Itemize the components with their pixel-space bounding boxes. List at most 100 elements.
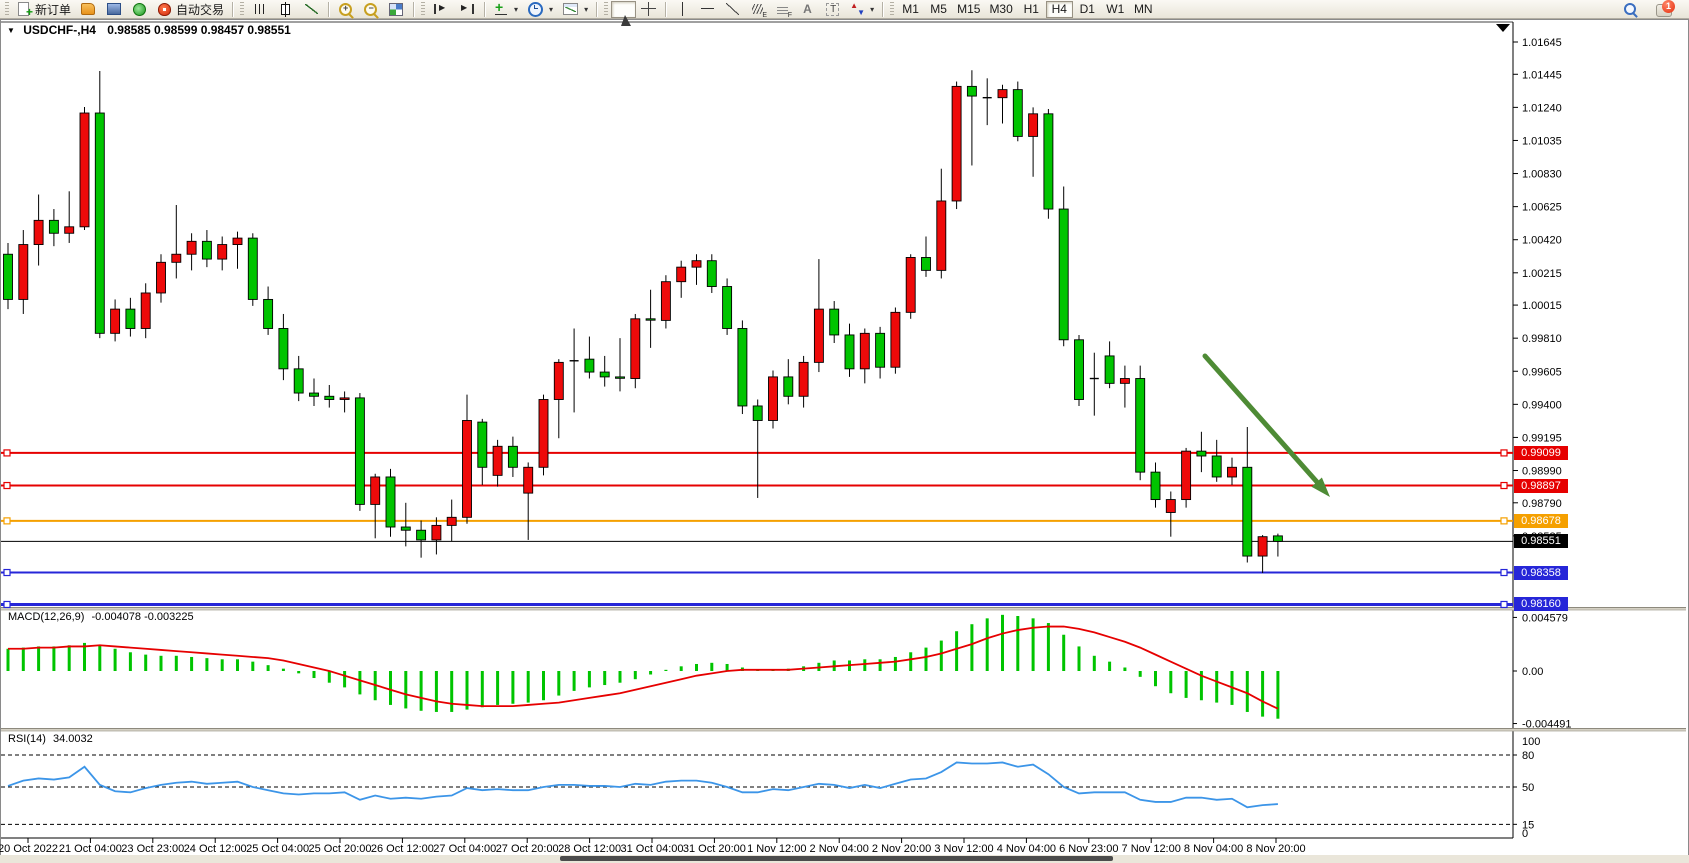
rsi-label: RSI(14) 34.0032 (8, 733, 93, 745)
terminal-button[interactable] (101, 1, 127, 18)
rsi-name: RSI(14) (8, 733, 46, 745)
trendline-icon (724, 1, 741, 17)
toolbar-grip[interactable] (890, 2, 895, 16)
toolbar-grip[interactable] (604, 2, 609, 16)
svg-text:50: 50 (1522, 782, 1534, 794)
timeframe-m30-button[interactable]: M30 (985, 1, 1016, 18)
toolbar-right: 1 (1617, 0, 1687, 18)
horizontal-line-icon (699, 1, 716, 17)
svg-text:100: 100 (1522, 736, 1540, 748)
fibonacci-button[interactable] (770, 1, 795, 19)
svg-text:0.00: 0.00 (1522, 666, 1543, 678)
text-label-button[interactable] (820, 1, 845, 18)
indicators-button[interactable]: ▾ (489, 0, 522, 18)
toolbar-grip[interactable] (421, 2, 426, 16)
crosshair-button[interactable] (636, 1, 661, 18)
chart-ohlc-values: 0.98585 0.98599 0.98457 0.98551 (107, 23, 291, 37)
triangle-down-icon: ▼ (7, 26, 15, 35)
toolbar-separator (882, 1, 884, 17)
svg-text:24 Oct 12:00: 24 Oct 12:00 (184, 843, 247, 855)
price-line-label: 0.98160 (1514, 597, 1568, 612)
toolbar-grip[interactable] (240, 2, 245, 16)
svg-text:0.98790: 0.98790 (1522, 498, 1562, 510)
text-button[interactable] (795, 1, 820, 18)
autotrade-label: 自动交易 (176, 2, 225, 17)
toolbar-grip[interactable] (5, 2, 9, 16)
toolbar-separator (665, 1, 667, 17)
equidistant-channel-button[interactable] (745, 1, 770, 19)
chart-shift-button[interactable] (454, 1, 480, 18)
timeframe-mn-button[interactable]: MN (1130, 1, 1157, 18)
chevron-down-icon: ▾ (549, 4, 554, 14)
svg-text:1.00420: 1.00420 (1522, 235, 1562, 247)
timeframe-m5-button[interactable]: M5 (925, 1, 952, 18)
zoom-in-icon (339, 2, 353, 16)
horizontal-scrollbar[interactable] (0, 855, 1689, 863)
svg-text:1.00215: 1.00215 (1522, 268, 1562, 280)
svg-text:27 Oct 04:00: 27 Oct 04:00 (433, 843, 496, 855)
terminal-icon (107, 3, 122, 15)
auto-scroll-button[interactable] (428, 1, 454, 18)
zoom-in-button[interactable] (333, 1, 358, 18)
vertical-line-button[interactable] (670, 1, 695, 18)
new-order-icon (18, 2, 33, 19)
svg-text:27 Oct 20:00: 27 Oct 20:00 (496, 843, 559, 855)
zoom-out-button[interactable] (358, 1, 383, 18)
macd-name: MACD(12,26,9) (8, 611, 85, 623)
notifications-button[interactable]: 1 (1655, 0, 1677, 18)
svg-text:1.01240: 1.01240 (1522, 102, 1562, 114)
svg-text:8 Nov 04:00: 8 Nov 04:00 (1184, 843, 1243, 855)
cursor-button[interactable] (611, 0, 637, 26)
rsi-value: 34.0032 (52, 733, 93, 745)
line-chart-button[interactable] (299, 1, 324, 18)
notification-badge: 1 (1662, 0, 1675, 13)
auto-scroll-icon (434, 3, 448, 14)
timeframe-d1-button[interactable]: D1 (1074, 1, 1101, 18)
macd-values: -0.004078 -0.003225 (91, 611, 194, 623)
timeframe-w1-button[interactable]: W1 (1102, 1, 1129, 18)
arrows-icon (849, 1, 866, 17)
trendline-button[interactable] (720, 1, 745, 18)
cursor-icon (621, 1, 632, 26)
candlestick-icon (281, 1, 291, 17)
svg-text:31 Oct 04:00: 31 Oct 04:00 (621, 843, 684, 855)
clock-icon (528, 1, 544, 17)
scrollbar-thumb[interactable] (560, 856, 1113, 861)
equidistant-channel-icon (752, 4, 767, 19)
toolbar-separator (232, 1, 234, 17)
arrows-button[interactable]: ▾ (845, 1, 878, 18)
svg-text:80: 80 (1522, 750, 1534, 762)
periods-button[interactable]: ▾ (522, 1, 557, 18)
vertical-line-icon (674, 1, 691, 17)
svg-text:0.004579: 0.004579 (1522, 612, 1568, 624)
svg-text:0.99195: 0.99195 (1522, 432, 1562, 444)
svg-text:1.01645: 1.01645 (1522, 37, 1562, 49)
timeframe-h4-button[interactable]: H4 (1045, 0, 1073, 18)
charts-icon (81, 3, 96, 15)
horizontal-line-button[interactable] (695, 1, 720, 18)
tile-windows-icon (389, 2, 404, 16)
bar-chart-button[interactable] (247, 1, 272, 18)
templates-button[interactable]: ▾ (557, 1, 592, 18)
svg-text:15: 15 (1522, 819, 1534, 831)
svg-text:2 Nov 04:00: 2 Nov 04:00 (810, 843, 869, 855)
autotrade-button[interactable]: 自动交易 (152, 1, 228, 18)
svg-text:8 Nov 20:00: 8 Nov 20:00 (1246, 843, 1305, 855)
tile-windows-button[interactable] (383, 1, 409, 18)
svg-text:25 Oct 04:00: 25 Oct 04:00 (246, 843, 309, 855)
candlestick-chart-button[interactable] (272, 1, 299, 18)
timeframe-h1-button[interactable]: H1 (1018, 1, 1045, 18)
search-button[interactable] (1617, 1, 1643, 18)
toolbar-separator (413, 1, 415, 17)
new-order-button[interactable]: 新订单 (12, 1, 75, 19)
svg-text:4 Nov 04:00: 4 Nov 04:00 (997, 843, 1056, 855)
signals-button[interactable] (127, 1, 152, 18)
price-line-label: 0.98678 (1514, 513, 1568, 528)
timeframe-m15-button[interactable]: M15 (953, 1, 984, 18)
bar-chart-icon (255, 4, 265, 14)
timeframe-m1-button[interactable]: M1 (897, 1, 924, 18)
chart-shift-icon (460, 3, 475, 14)
charts-button[interactable] (75, 1, 101, 18)
svg-text:1.01445: 1.01445 (1522, 69, 1562, 81)
